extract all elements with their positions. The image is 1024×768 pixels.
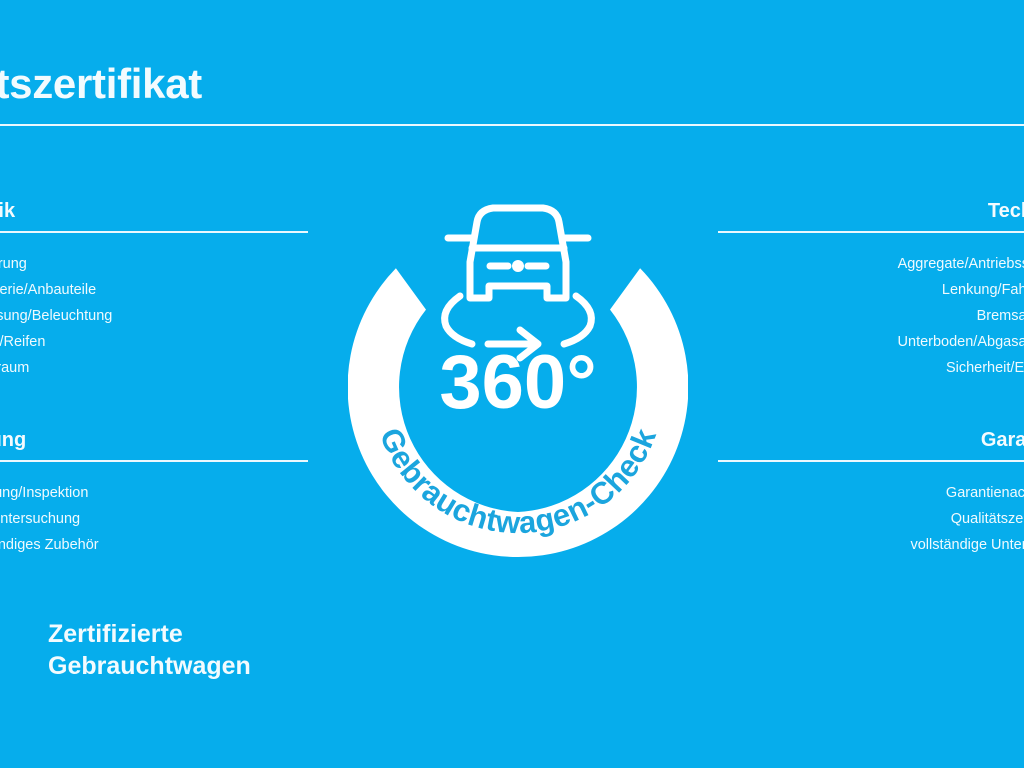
section-technik: Technik Aggregate/Antriebsstrang Lenkung… <box>718 200 1024 381</box>
section-list-technik: Aggregate/Antriebsstrang Lenkung/Fahrwer… <box>718 251 1024 381</box>
list-item: elgen/Reifen <box>0 334 46 350</box>
section-heading-optik: Optik <box>0 200 16 222</box>
footer-claim: Zertifizierte Gebrauchtwagen <box>48 618 251 682</box>
list-item: Bremsanlage <box>976 308 1024 324</box>
list-item: Qualitätszertifikat <box>950 511 1024 527</box>
list-item: Aggregate/Antriebsstrang <box>897 256 1024 272</box>
section-list-optik: ackierung arosserie/Anbauteile erglasung… <box>0 251 308 381</box>
list-item: arosserie/Anbauteile <box>0 282 97 298</box>
list-item: Unterboden/Abgasanlage <box>897 334 1024 350</box>
page-title: litätszertifikat <box>0 60 202 107</box>
section-divider-garantie <box>718 460 1024 462</box>
list-item: vollständige Unterlagen <box>910 537 1024 553</box>
badge-center-text: 360° <box>439 340 596 425</box>
list-item: Wartung/Inspektion <box>0 485 89 501</box>
list-item: ollständiges Zubehör <box>0 537 99 553</box>
section-divider-optik <box>0 231 308 233</box>
footer-claim-line2: Gebrauchtwagen <box>48 652 251 680</box>
ring-shape <box>348 268 688 558</box>
right-column: Technik Aggregate/Antriebsstrang Lenkung… <box>718 200 1024 558</box>
section-heading-wartung: artung <box>0 429 27 451</box>
section-heading-technik: Technik <box>987 200 1024 222</box>
list-item: nnenraum <box>0 360 30 376</box>
list-item: Sicherheit/Elektrik <box>945 360 1024 376</box>
badge-360-gebrauchtwagen-check: Gebrauchtwagen-Check 360° <box>348 158 688 558</box>
list-item: Lenkung/Fahrwerk <box>941 282 1024 298</box>
section-heading-garantie: Garantie <box>980 429 1024 451</box>
list-item: ackierung <box>0 256 27 272</box>
section-wartung: artung Wartung/Inspektion auptuntersuchu… <box>0 429 308 558</box>
section-divider-wartung <box>0 460 308 462</box>
section-divider-technik <box>718 231 1024 233</box>
section-garantie: Garantie Garantienachweis Qualitätszerti… <box>718 429 1024 558</box>
header-divider <box>0 124 1024 126</box>
list-item: erglasung/Beleuchtung <box>0 308 113 324</box>
section-list-wartung: Wartung/Inspektion auptuntersuchung olls… <box>0 480 308 558</box>
left-column: Optik ackierung arosserie/Anbauteile erg… <box>0 200 308 558</box>
footer-claim-line1: Zertifizierte <box>48 620 183 648</box>
car-rotation-icon <box>441 204 595 362</box>
section-optik: Optik ackierung arosserie/Anbauteile erg… <box>0 200 308 381</box>
list-item: auptuntersuchung <box>0 511 81 527</box>
list-item: Garantienachweis <box>945 485 1024 501</box>
section-list-garantie: Garantienachweis Qualitätszertifikat vol… <box>718 480 1024 558</box>
